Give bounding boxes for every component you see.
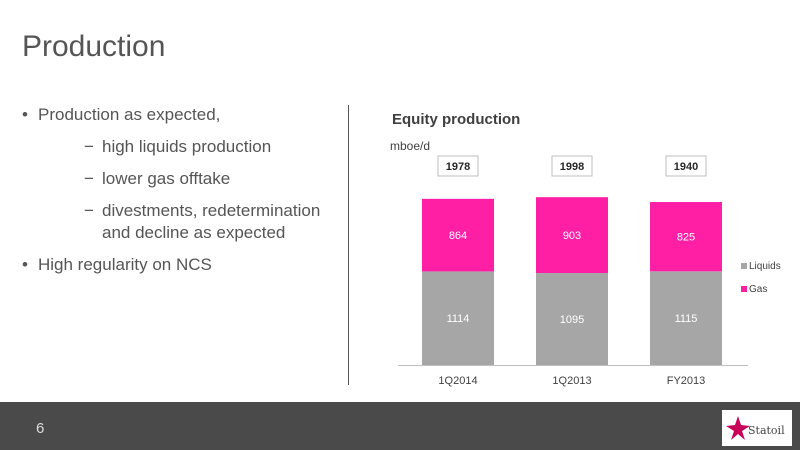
total-label: 1998 xyxy=(560,161,584,173)
data-label-liquids: 1095 xyxy=(560,314,584,326)
bullet-item: • Production as expected, xyxy=(22,104,342,126)
bar-gas xyxy=(536,197,608,274)
statoil-logo: Statoil xyxy=(722,410,792,446)
dash-icon: − xyxy=(84,137,94,156)
data-label-liquids: 1114 xyxy=(447,313,470,325)
vertical-divider xyxy=(348,105,349,385)
sub-bullet-text: lower gas offtake xyxy=(102,169,231,188)
chart-title: Equity production xyxy=(392,111,520,128)
total-label-box xyxy=(437,155,479,177)
bullet-list: • Production as expected, − high liquids… xyxy=(22,104,342,286)
sub-bullet-text: divestments, redetermination and decline… xyxy=(102,201,321,242)
footer-bar: 6 Statoil xyxy=(0,402,800,450)
data-label-liquids: 1115 xyxy=(675,313,698,325)
legend-label-liquids: Liquids xyxy=(749,261,781,272)
legend-swatch-liquids xyxy=(741,263,747,269)
legend-label-gas: Gas xyxy=(749,284,767,295)
bullet-text: Production as expected, xyxy=(38,105,221,124)
total-label-box xyxy=(665,155,707,177)
total-label: 1978 xyxy=(446,161,470,173)
bullet-item: • High regularity on NCS xyxy=(22,254,342,276)
bar-liquids xyxy=(536,273,608,365)
bullet-dot-icon: • xyxy=(22,105,28,124)
star-icon xyxy=(726,416,750,440)
total-label: 1940 xyxy=(674,161,698,173)
slide-title: Production xyxy=(22,30,166,63)
bar-liquids xyxy=(650,271,722,365)
dash-icon: − xyxy=(84,201,94,220)
sub-bullet-text: high liquids production xyxy=(102,137,272,156)
bar-gas xyxy=(650,202,722,272)
bullet-text: High regularity on NCS xyxy=(38,255,212,274)
sub-bullet-item: − lower gas offtake xyxy=(22,168,342,190)
y-axis-label: mboe/d xyxy=(390,139,430,153)
x-tick-label: 1Q2013 xyxy=(552,375,591,387)
dash-icon: − xyxy=(84,169,94,188)
x-tick-label: FY2013 xyxy=(667,375,706,387)
page-number: 6 xyxy=(36,420,45,437)
sub-bullet-item: − high liquids production xyxy=(22,136,342,158)
sub-bullet-item: − divestments, redetermination and decli… xyxy=(22,200,342,244)
equity-production-chart: Equity production mboe/d 1114 864 1978 1Q2014… xyxy=(390,111,781,387)
logo-text: Statoil xyxy=(748,424,785,437)
data-label-gas: 903 xyxy=(563,230,581,242)
data-label-gas: 825 xyxy=(677,232,695,244)
x-tick-label: 1Q2014 xyxy=(438,375,477,387)
data-label-gas: 864 xyxy=(449,230,467,242)
total-label-box xyxy=(551,155,593,177)
legend-swatch-gas xyxy=(741,286,747,292)
bullet-dot-icon: • xyxy=(22,255,28,274)
bar-liquids xyxy=(422,271,494,365)
bar-gas xyxy=(422,198,494,272)
